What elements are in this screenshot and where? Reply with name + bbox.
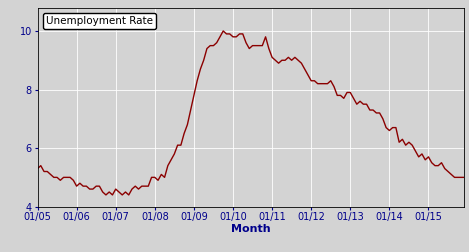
Legend: Unemployment Rate: Unemployment Rate — [43, 13, 156, 29]
X-axis label: Month: Month — [231, 224, 271, 234]
